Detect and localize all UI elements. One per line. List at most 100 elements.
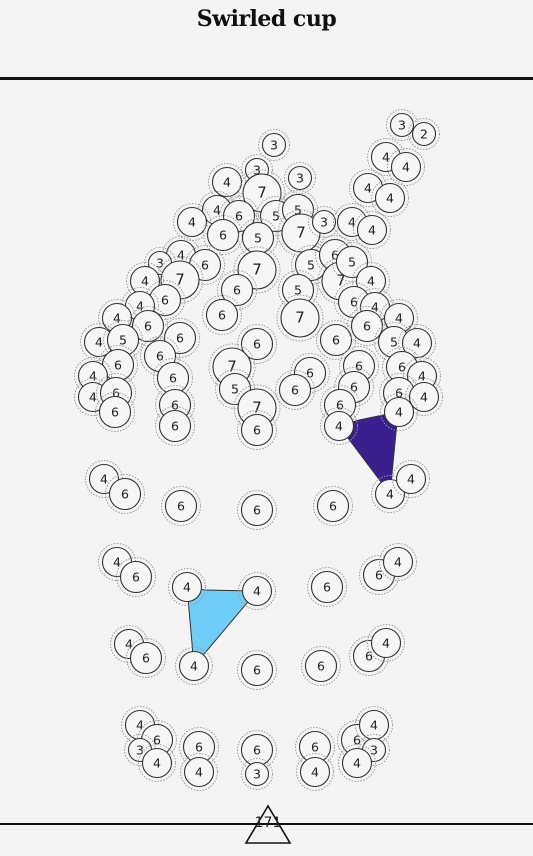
node-value: 6 <box>114 358 122 373</box>
board-node[interactable]: 4 <box>371 179 409 217</box>
node-halo <box>353 211 391 249</box>
node-halo <box>238 169 286 217</box>
node-value: 6 <box>218 308 226 323</box>
node-halo <box>126 638 166 678</box>
board-node[interactable]: 4 <box>380 393 418 431</box>
board-node[interactable]: 4 <box>320 407 358 445</box>
board-node[interactable]: 2 <box>408 118 440 150</box>
board-node[interactable]: 5 <box>278 270 318 310</box>
node-value: 4 <box>364 181 372 196</box>
board-node[interactable]: 4 <box>173 203 211 241</box>
node-value: 6 <box>161 293 169 308</box>
board-node[interactable]: 4 <box>355 706 393 744</box>
board-node[interactable]: 4 <box>387 148 425 186</box>
board-node[interactable]: 6 <box>237 410 277 450</box>
node-value: 6 <box>350 380 358 395</box>
node-circle <box>287 165 313 191</box>
node-value: 4 <box>420 390 428 405</box>
node-halo <box>126 262 164 300</box>
board-node[interactable]: 6 <box>153 358 193 398</box>
board-node[interactable]: 6 <box>155 406 195 446</box>
node-value: 7 <box>336 272 346 290</box>
board-node[interactable]: 4 <box>168 568 206 606</box>
node-halo <box>352 262 390 300</box>
board-node[interactable]: 4 <box>353 211 391 249</box>
node-value: 4 <box>402 160 410 175</box>
board-node[interactable]: 5 <box>332 242 372 282</box>
node-value: 5 <box>231 382 239 397</box>
board-node[interactable]: 4 <box>138 744 176 782</box>
node-halo <box>173 203 211 241</box>
node-halo <box>313 486 353 526</box>
board-node[interactable]: 3 <box>284 162 316 194</box>
board-node[interactable]: 4 <box>180 753 218 791</box>
node-halo <box>160 318 200 358</box>
board-node[interactable]: 6 <box>316 320 356 360</box>
board-node[interactable]: 6 <box>313 486 353 526</box>
node-value: 4 <box>136 718 144 733</box>
board-node[interactable]: 6 <box>237 650 277 690</box>
node-value: 5 <box>294 283 302 298</box>
node-halo <box>237 410 277 450</box>
board-node[interactable]: 3 <box>258 129 290 161</box>
board-node[interactable]: 4 <box>405 378 443 416</box>
node-circle <box>183 756 215 788</box>
board-node[interactable]: 4 <box>338 744 376 782</box>
node-circle <box>310 570 344 604</box>
board-node[interactable]: 6 <box>202 295 242 335</box>
node-value: 6 <box>332 333 340 348</box>
board-node[interactable]: 4 <box>367 624 405 662</box>
board-node[interactable]: 7 <box>276 294 324 342</box>
board-node[interactable]: 5 <box>291 245 331 285</box>
node-value: 4 <box>335 419 343 434</box>
board-node[interactable]: 6 <box>307 567 347 607</box>
board-node[interactable]: 4 <box>238 572 276 610</box>
node-value: 6 <box>323 580 331 595</box>
board-node[interactable]: 4 <box>296 753 334 791</box>
node-value: 2 <box>420 127 428 142</box>
shapes-layer <box>186 411 399 668</box>
board-node[interactable]: 3 <box>386 109 418 141</box>
board-node[interactable]: 4 <box>379 543 417 581</box>
node-halo <box>408 118 440 150</box>
board-node[interactable]: 6 <box>237 490 277 530</box>
node-value: 3 <box>270 138 278 153</box>
node-value: 6 <box>253 337 261 352</box>
node-value: 4 <box>413 336 421 351</box>
node-halo <box>238 572 276 610</box>
board-node[interactable]: 4 <box>392 460 430 498</box>
node-value: 3 <box>320 215 328 230</box>
node-circle <box>299 756 331 788</box>
node-halo <box>175 647 213 685</box>
node-circle <box>176 206 208 238</box>
node-halo <box>387 148 425 186</box>
node-halo <box>296 753 334 791</box>
node-value: 5 <box>390 335 398 350</box>
board-node[interactable]: 6 <box>275 370 315 410</box>
node-circle <box>220 273 254 307</box>
board-node[interactable]: 3 <box>241 758 273 790</box>
node-circle <box>311 209 337 235</box>
node-halo <box>320 407 358 445</box>
node-value: 6 <box>375 568 383 583</box>
board-node[interactable]: 6 <box>126 638 166 678</box>
board-node[interactable]: 4 <box>398 324 436 362</box>
board-node[interactable]: 4 <box>126 262 164 300</box>
node-value: 4 <box>113 311 121 326</box>
node-circle <box>205 298 239 332</box>
node-circle <box>129 641 163 675</box>
node-value: 6 <box>169 371 177 386</box>
board-node[interactable]: 4 <box>175 647 213 685</box>
board-node[interactable]: 6 <box>116 557 156 597</box>
node-halo <box>380 299 418 337</box>
node-value: 6 <box>235 209 243 224</box>
board-node[interactable]: 6 <box>105 474 145 514</box>
board-node[interactable]: 4 <box>371 475 409 513</box>
board-node[interactable]: 6 <box>161 486 201 526</box>
board-node[interactable]: 6 <box>95 392 135 432</box>
board-node[interactable]: 4 <box>208 163 246 201</box>
board-node[interactable]: 6 <box>301 646 341 686</box>
board-node[interactable]: 3 <box>308 206 340 238</box>
node-value: 5 <box>348 255 356 270</box>
